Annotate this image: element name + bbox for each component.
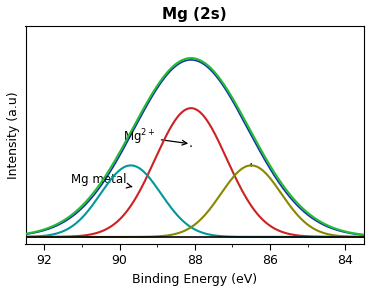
Text: Mg$^{2+}$: Mg$^{2+}$: [123, 127, 187, 146]
Y-axis label: Intensity (a.u): Intensity (a.u): [7, 91, 20, 179]
Text: Mg metal: Mg metal: [70, 173, 132, 188]
Title: Mg (2s): Mg (2s): [162, 7, 227, 22]
X-axis label: Binding Energy (eV): Binding Energy (eV): [132, 273, 257, 286]
